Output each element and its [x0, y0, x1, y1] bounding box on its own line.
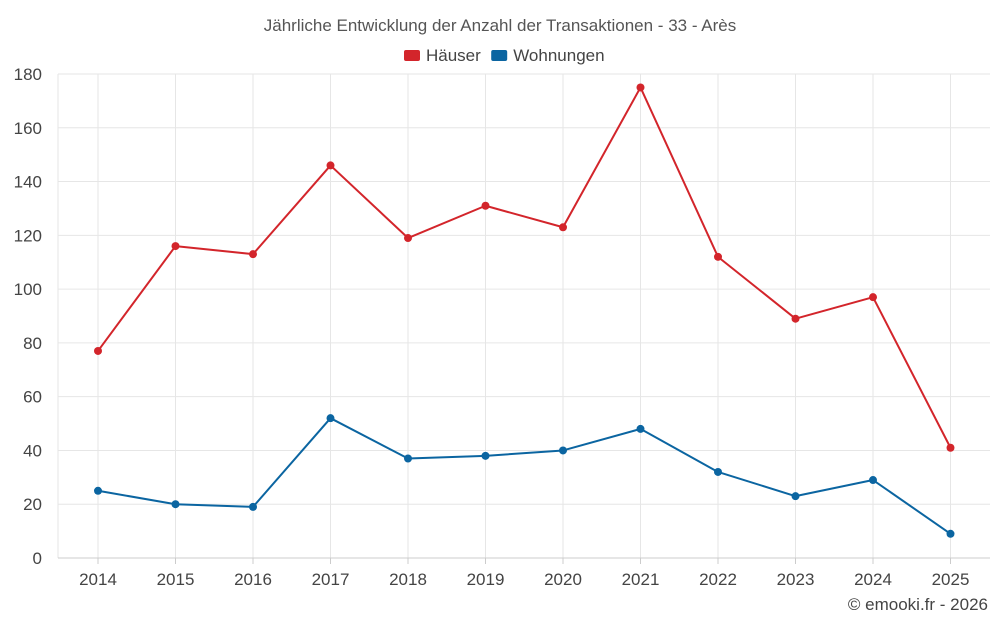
- data-point[interactable]: [636, 83, 645, 92]
- data-point[interactable]: [869, 476, 877, 485]
- y-tick-label: 120: [14, 226, 42, 245]
- x-tick-label: 2024: [854, 570, 892, 589]
- x-tick-label: 2014: [79, 570, 117, 589]
- data-point[interactable]: [559, 446, 567, 455]
- x-tick-label: 2021: [622, 570, 660, 589]
- legend-label: Häuser: [426, 46, 481, 65]
- legend-swatch: [404, 50, 420, 61]
- data-point[interactable]: [404, 234, 412, 243]
- data-point[interactable]: [326, 414, 335, 423]
- series-haeuser: [94, 83, 955, 452]
- x-tick-label: 2023: [777, 570, 815, 589]
- y-axis: 0 20 40 60 80 100 120 140 160 180: [14, 65, 42, 568]
- x-tick-label: 2025: [932, 570, 970, 589]
- x-tick-label: 2016: [234, 570, 272, 589]
- y-tick-label: 0: [33, 549, 42, 568]
- legend: Häuser Wohnungen: [404, 46, 605, 65]
- y-tick-label: 80: [23, 334, 42, 353]
- legend-item[interactable]: Häuser: [404, 46, 481, 65]
- data-point[interactable]: [559, 223, 567, 232]
- data-point[interactable]: [94, 346, 102, 355]
- data-point[interactable]: [946, 443, 955, 452]
- data-point[interactable]: [636, 424, 645, 433]
- y-tick-label: 60: [23, 388, 42, 407]
- x-tick-label: 2020: [544, 570, 582, 589]
- legend-swatch: [491, 50, 508, 61]
- data-point[interactable]: [171, 242, 180, 251]
- x-axis: 2014 2015 2016 2017 2018 2019 2020 2021 2022 2023…: [58, 557, 990, 589]
- data-point[interactable]: [869, 293, 877, 302]
- x-tick-label: 2019: [467, 570, 505, 589]
- data-point[interactable]: [714, 467, 722, 476]
- chart-title: Jährliche Entwicklung der Anzahl der Tra…: [264, 16, 736, 35]
- series-line: [97, 417, 952, 535]
- y-tick-label: 100: [14, 280, 42, 299]
- x-tick-label: 2018: [389, 570, 427, 589]
- y-tick-label: 140: [14, 173, 42, 192]
- data-point[interactable]: [946, 529, 955, 538]
- legend-item[interactable]: Wohnungen: [491, 46, 605, 65]
- y-tick-label: 180: [14, 65, 42, 84]
- data-point[interactable]: [326, 161, 335, 170]
- data-point[interactable]: [404, 454, 412, 463]
- y-tick-label: 40: [23, 441, 42, 460]
- y-tick-label: 20: [23, 495, 42, 514]
- data-point[interactable]: [249, 250, 257, 259]
- data-point[interactable]: [714, 252, 722, 261]
- x-tick-label: 2017: [312, 570, 350, 589]
- data-point[interactable]: [171, 500, 180, 509]
- data-point[interactable]: [481, 201, 490, 210]
- series-wohnungen: [94, 414, 955, 538]
- series-line: [97, 86, 952, 449]
- data-point[interactable]: [249, 502, 257, 511]
- x-tick-label: 2022: [699, 570, 737, 589]
- y-tick-label: 160: [14, 119, 42, 138]
- data-point[interactable]: [94, 486, 102, 495]
- credit-text: © emooki.fr - 2026: [848, 595, 988, 614]
- series-layer: [94, 83, 955, 538]
- data-point[interactable]: [791, 314, 800, 323]
- x-tick-label: 2015: [157, 570, 195, 589]
- legend-label: Wohnungen: [513, 46, 604, 65]
- data-point[interactable]: [481, 451, 490, 460]
- data-point[interactable]: [791, 492, 800, 501]
